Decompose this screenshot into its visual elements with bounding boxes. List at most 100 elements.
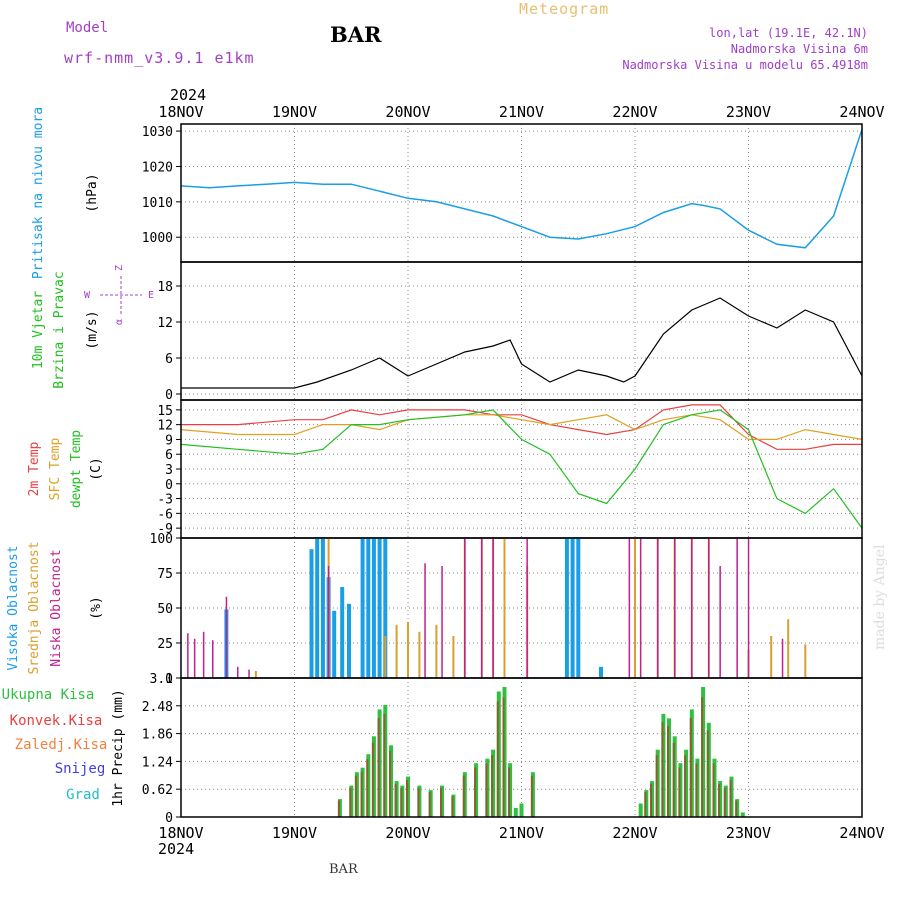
panel-clouds: 0 25 50 75 100 (150, 532, 863, 687)
bar-clouds (424, 563, 426, 678)
bar-clouds (366, 538, 371, 678)
bar-precip-conv (502, 697, 505, 817)
bar-clouds (254, 671, 257, 678)
bar-clouds (202, 631, 205, 678)
station-elevation: Nadmorska Visina 6m (730, 42, 868, 56)
y-tick-label: 50 (157, 602, 173, 617)
temp-title-2m: 2m Temp (27, 441, 42, 496)
bar-clouds (347, 603, 351, 678)
bar-clouds (360, 538, 365, 678)
bar-precip-conv (735, 800, 738, 817)
bar-precip-conv (723, 788, 726, 817)
model-name: wrf-nmm_v3.9.1 e1km (64, 49, 255, 67)
bar-clouds (599, 666, 603, 678)
bottom-day-label: 21NOV (499, 824, 544, 842)
bar-clouds (237, 666, 239, 678)
panel-frame (180, 677, 863, 818)
bar-clouds (770, 636, 773, 678)
bar-clouds (327, 566, 330, 678)
bar-clouds (657, 538, 659, 678)
bar-clouds (719, 566, 721, 678)
chart-title: Meteogram (519, 0, 610, 18)
y-tick-label: 12 (157, 316, 173, 331)
y-tick-label: 1030 (142, 125, 173, 140)
bar-precip-conv (354, 775, 357, 817)
precip-legend-item: Grad (66, 787, 100, 803)
bar-precip-conv (644, 792, 647, 817)
bar-precip-conv (689, 718, 692, 817)
location-coords: lon,lat (19.1E, 42.1N) (709, 26, 868, 40)
bar-clouds (315, 538, 320, 678)
bar-clouds (340, 587, 345, 678)
bar-clouds (526, 538, 528, 678)
y-tick-label: 25 (157, 637, 173, 652)
precip-legend-item: Konvek.Kisa (10, 713, 103, 729)
compass-e: E (148, 290, 154, 301)
panel-pressure: 1000 1010 1020 1030 (142, 123, 863, 263)
panel-wind: 0 6 12 18 (157, 261, 863, 403)
bar-clouds (435, 624, 438, 678)
bar-precip-conv (417, 788, 420, 817)
y-tick-label: 75 (157, 567, 173, 582)
bar-clouds (708, 538, 710, 678)
bar-precip-conv (695, 763, 698, 817)
bar-precip-conv (678, 767, 681, 817)
wind-title: 10m Vjetar (31, 291, 46, 369)
bar-precip-conv (451, 796, 454, 817)
y-tick-label: 100 (150, 532, 173, 547)
bar-precip-conv (366, 759, 369, 817)
bar-precip-conv (474, 767, 477, 817)
bar-precip-conv (462, 775, 465, 817)
bar-precip-conv (389, 751, 391, 817)
bar-clouds (193, 638, 196, 678)
cloud-title-low: Niska Oblacnost (49, 549, 64, 666)
bar-clouds (781, 638, 784, 678)
bar-precip-conv (371, 742, 374, 817)
model-label: Model (66, 20, 109, 36)
bar-clouds (452, 636, 455, 678)
bottom-day-label: 24NOV (839, 824, 884, 842)
bar-clouds (383, 538, 388, 678)
precip-legend-item: Ukupna Kisa (2, 687, 95, 703)
bar-clouds (639, 538, 642, 678)
y-tick-label: 1000 (142, 231, 173, 246)
bar-clouds (309, 549, 314, 678)
wind-subtitle: Brzina i Pravac (52, 271, 67, 388)
series-line-temperature-0 (181, 404, 862, 450)
bar-clouds (634, 538, 636, 678)
bar-clouds (464, 538, 466, 678)
bar-clouds (481, 538, 483, 678)
y-tick-label: 2.48 (142, 700, 173, 715)
bar-clouds (747, 538, 750, 678)
bottom-day-label: 23NOV (726, 824, 771, 842)
bar-clouds (736, 538, 738, 678)
footer-station: BAR (329, 862, 358, 877)
bar-precip-conv (712, 763, 715, 817)
series-line-pressure-0 (180, 129, 863, 249)
bar-precip-conv (650, 784, 652, 817)
bar-precip (740, 812, 745, 817)
bar-clouds (212, 640, 214, 678)
cloud-unit: (%) (89, 596, 104, 619)
cloud-title-mid: Srednja Oblacnost (27, 541, 42, 674)
bar-precip-conv (706, 730, 709, 817)
y-tick-label: 1020 (142, 160, 173, 175)
bar-precip-conv (349, 788, 352, 817)
y-tick-label: 6 (165, 352, 173, 367)
bar-precip (638, 803, 643, 817)
precip-title: 1hr Precip (mm) (111, 689, 126, 806)
bar-precip-conv (701, 697, 704, 817)
bar-clouds (407, 622, 409, 678)
y-tick-label: 0 (165, 388, 173, 403)
station-title: BAR (330, 22, 382, 47)
bar-clouds (674, 538, 676, 678)
bar-precip-conv (491, 755, 494, 817)
y-tick-label: 9 (165, 433, 173, 448)
bottom-day-label: 22NOV (612, 824, 657, 842)
bar-precip-conv (530, 775, 533, 817)
bar-clouds (371, 538, 376, 678)
y-tick-label: 15 (157, 404, 173, 419)
series-line-temperature-2 (180, 409, 863, 529)
